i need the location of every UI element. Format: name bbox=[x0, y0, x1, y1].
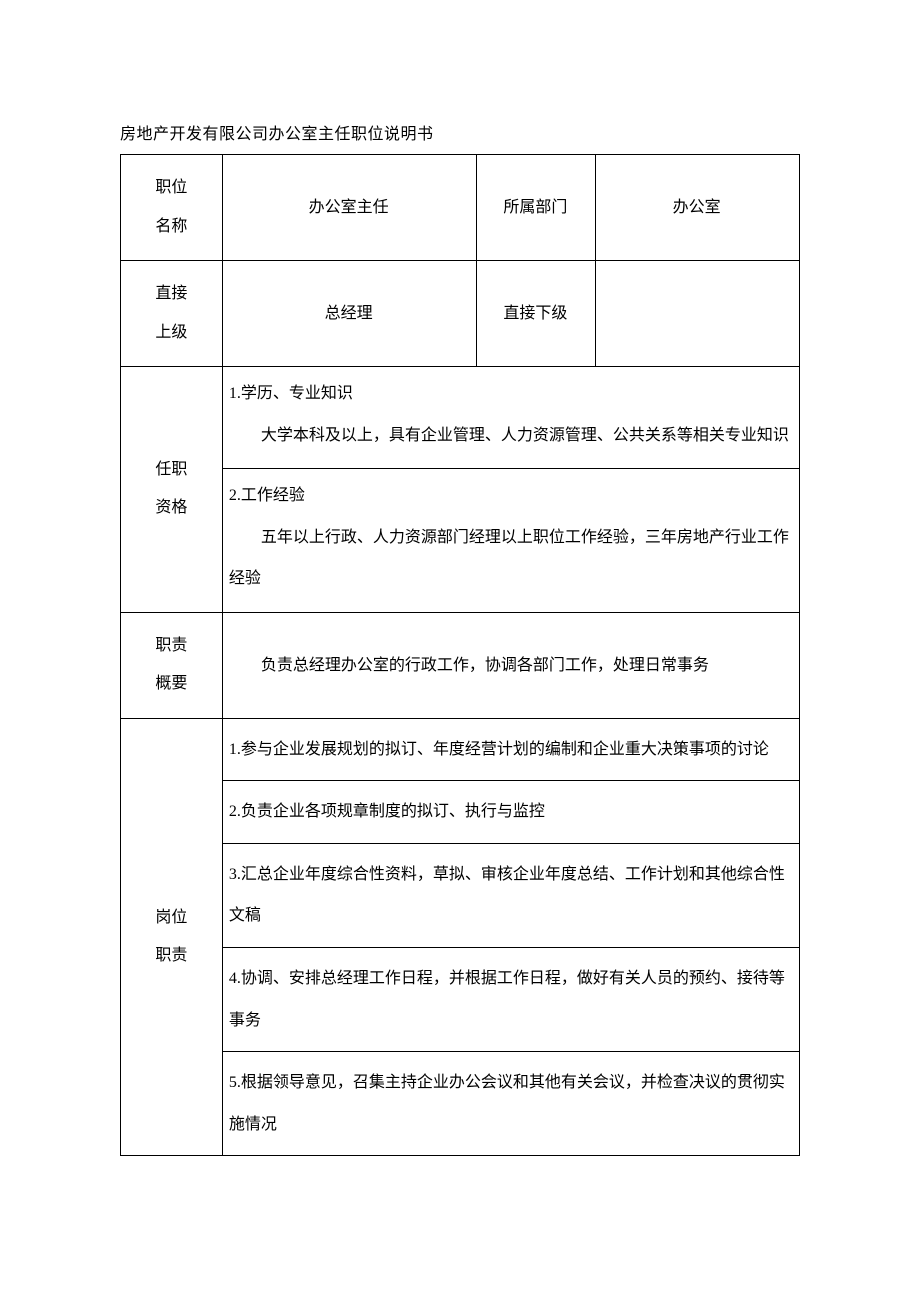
supervisor-label: 直接上级 bbox=[121, 261, 223, 367]
responsibilities-content: 1.参与企业发展规划的拟订、年度经营计划的编制和企业重大决策事项的讨论 2.负责… bbox=[222, 718, 799, 1156]
label-text: 直接上级 bbox=[155, 285, 187, 340]
responsibilities-label: 岗位职责 bbox=[121, 718, 223, 1156]
label-text: 任职资格 bbox=[155, 461, 187, 516]
qual-heading-1: 1.学历、专业知识 bbox=[229, 373, 791, 415]
responsibility-item: 3.汇总企业年度综合性资料，草拟、审核企业年度总结、工作计划和其他综合性文稿 bbox=[223, 843, 799, 947]
label-text: 岗位职责 bbox=[155, 909, 187, 964]
qual-body-1: 大学本科及以上，具有企业管理、人力资源管理、公共关系等相关专业知识 bbox=[229, 415, 791, 457]
summary-content: 负责总经理办公室的行政工作，协调各部门工作，处理日常事务 bbox=[222, 612, 799, 718]
label-text: 职位名称 bbox=[155, 179, 187, 234]
subordinate-value bbox=[596, 261, 800, 367]
subordinate-label: 直接下级 bbox=[477, 261, 596, 367]
summary-text: 负责总经理办公室的行政工作，协调各部门工作，处理日常事务 bbox=[229, 645, 791, 687]
qualification-section-1: 1.学历、专业知识 大学本科及以上，具有企业管理、人力资源管理、公共关系等相关专… bbox=[223, 367, 799, 469]
qualification-section-2: 2.工作经验 五年以上行政、人力资源部门经理以上职位工作经验，三年房地产行业工作… bbox=[223, 469, 799, 612]
label-text: 职责概要 bbox=[155, 637, 187, 692]
responsibility-item: 2.负责企业各项规章制度的拟订、执行与监控 bbox=[223, 781, 799, 844]
supervisor-row: 直接上级 总经理 直接下级 bbox=[121, 261, 800, 367]
responsibility-item: 1.参与企业发展规划的拟订、年度经营计划的编制和企业重大决策事项的讨论 bbox=[223, 719, 799, 781]
responsibilities-row: 岗位职责 1.参与企业发展规划的拟订、年度经营计划的编制和企业重大决策事项的讨论… bbox=[121, 718, 800, 1156]
job-description-table: 职位名称 办公室主任 所属部门 办公室 直接上级 总经理 直接下级 任职资格 1… bbox=[120, 154, 800, 1156]
position-name-row: 职位名称 办公室主任 所属部门 办公室 bbox=[121, 155, 800, 261]
summary-row: 职责概要 负责总经理办公室的行政工作，协调各部门工作，处理日常事务 bbox=[121, 612, 800, 718]
qualifications-row: 任职资格 1.学历、专业知识 大学本科及以上，具有企业管理、人力资源管理、公共关… bbox=[121, 366, 800, 612]
qualifications-label: 任职资格 bbox=[121, 366, 223, 612]
qual-body-2: 五年以上行政、人力资源部门经理以上职位工作经验，三年房地产行业工作经验 bbox=[229, 517, 791, 600]
supervisor-value: 总经理 bbox=[222, 261, 477, 367]
qualifications-content: 1.学历、专业知识 大学本科及以上，具有企业管理、人力资源管理、公共关系等相关专… bbox=[222, 366, 799, 612]
qual-heading-2: 2.工作经验 bbox=[229, 475, 791, 517]
position-name-label: 职位名称 bbox=[121, 155, 223, 261]
department-label: 所属部门 bbox=[477, 155, 596, 261]
responsibility-item: 5.根据领导意见，召集主持企业办公会议和其他有关会议，并检查决议的贯彻实施情况 bbox=[223, 1052, 799, 1156]
responsibility-item: 4.协调、安排总经理工作日程，并根据工作日程，做好有关人员的预约、接待等事务 bbox=[223, 948, 799, 1052]
responsibilities-inner-table: 1.参与企业发展规划的拟订、年度经营计划的编制和企业重大决策事项的讨论 2.负责… bbox=[223, 719, 799, 1156]
qualifications-inner-table: 1.学历、专业知识 大学本科及以上，具有企业管理、人力资源管理、公共关系等相关专… bbox=[223, 367, 799, 612]
department-value: 办公室 bbox=[596, 155, 800, 261]
page-title: 房地产开发有限公司办公室主任职位说明书 bbox=[120, 120, 800, 150]
summary-label: 职责概要 bbox=[121, 612, 223, 718]
position-name-value: 办公室主任 bbox=[222, 155, 477, 261]
